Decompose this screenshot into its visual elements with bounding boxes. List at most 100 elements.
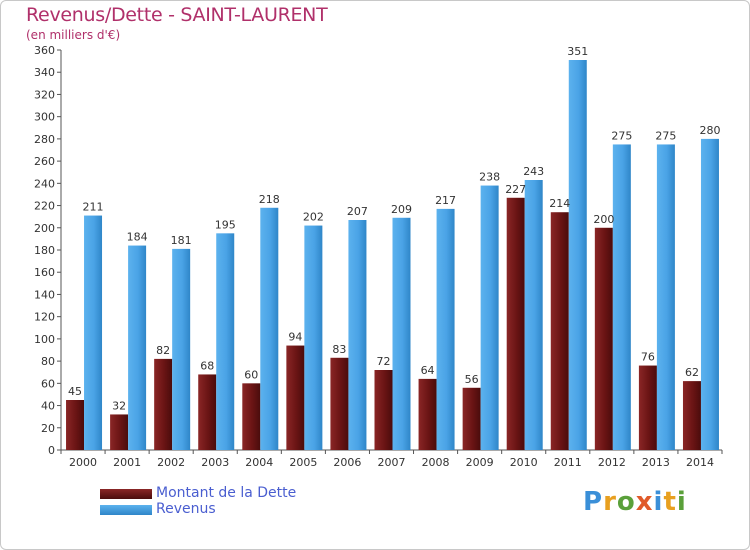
data-label-dette: 83 [332, 343, 346, 356]
data-label-revenus: 217 [435, 194, 456, 207]
data-label-revenus: 209 [391, 203, 412, 216]
bar-dette [330, 357, 349, 450]
data-label-dette: 94 [288, 331, 302, 344]
bar-dette [198, 374, 217, 450]
data-label-dette: 62 [685, 366, 699, 379]
data-label-revenus: 238 [479, 171, 500, 184]
legend-swatch-dette [100, 489, 152, 499]
x-tick-label: 2002 [157, 456, 185, 469]
x-tick-label: 2012 [598, 456, 626, 469]
x-tick-label: 2014 [686, 456, 714, 469]
bar-dette [682, 381, 701, 450]
brand-logo-letter: i [676, 487, 687, 517]
bar-revenus [172, 248, 191, 450]
legend-label-dette: Montant de la Dette [156, 485, 297, 501]
x-tick-label: 2013 [642, 456, 670, 469]
bar-revenus [700, 138, 719, 450]
bar-revenus [260, 207, 279, 450]
data-label-revenus: 351 [567, 45, 588, 58]
data-label-revenus: 280 [699, 124, 720, 137]
chart-bars [66, 60, 719, 451]
data-label-dette: 214 [549, 197, 570, 210]
chart-data-labels: 45 32 82 68 60 94 83 72 64 56 227 214 200 76 62 211 184 1… [68, 45, 720, 412]
bar-revenus [612, 144, 631, 450]
data-label-revenus: 275 [655, 129, 676, 142]
brand-logo-letter: t [663, 487, 677, 517]
data-label-dette: 227 [505, 183, 526, 196]
data-label-dette: 64 [421, 364, 435, 377]
x-tick-label: 2000 [69, 456, 97, 469]
x-tick-label: 2007 [378, 456, 406, 469]
brand-logo: Proxiti [583, 487, 687, 517]
data-label-dette: 72 [377, 355, 391, 368]
y-tick-label: 340 [34, 66, 55, 79]
bar-revenus [480, 185, 499, 451]
y-tick-label: 120 [34, 311, 55, 324]
y-tick-label: 240 [34, 177, 55, 190]
y-tick-label: 280 [34, 133, 55, 146]
data-label-dette: 56 [465, 373, 479, 386]
bar-revenus [304, 225, 323, 450]
data-label-revenus: 184 [127, 231, 148, 244]
bar-dette [154, 358, 173, 450]
brand-logo-letter: o [616, 487, 636, 517]
y-tick-label: 180 [34, 244, 55, 257]
data-label-revenus: 202 [303, 211, 324, 224]
bar-dette [374, 370, 393, 450]
data-label-dette: 68 [200, 359, 214, 372]
bar-dette [418, 378, 437, 450]
y-tick-label: 360 [34, 44, 55, 57]
x-tick-label: 2010 [510, 456, 538, 469]
data-label-revenus: 181 [171, 234, 192, 247]
brand-logo-letter: x [635, 487, 654, 517]
y-tick-label: 60 [41, 377, 55, 390]
bar-dette [550, 212, 569, 450]
bar-revenus [84, 215, 103, 450]
data-label-revenus: 275 [611, 129, 632, 142]
x-tick-label: 2011 [554, 456, 582, 469]
brand-logo-letter: P [583, 487, 604, 517]
x-tick-label: 2008 [422, 456, 450, 469]
y-tick-label: 220 [34, 200, 55, 213]
data-label-dette: 76 [641, 351, 655, 364]
x-tick-label: 2006 [333, 456, 361, 469]
bar-dette [462, 387, 481, 450]
data-label-dette: 82 [156, 344, 170, 357]
chart-subtitle: (en milliers d'€) [26, 28, 121, 42]
brand-logo-letter: r [603, 487, 617, 517]
y-tick-label: 0 [48, 444, 55, 457]
x-tick-label: 2005 [289, 456, 317, 469]
y-tick-label: 300 [34, 111, 55, 124]
data-label-revenus: 218 [259, 193, 280, 206]
x-tick-label: 2009 [466, 456, 494, 469]
data-label-dette: 45 [68, 385, 82, 398]
y-tick-label: 40 [41, 400, 55, 413]
y-tick-label: 80 [41, 355, 55, 368]
y-tick-label: 100 [34, 333, 55, 346]
bar-dette [638, 365, 657, 450]
bar-revenus [524, 180, 543, 450]
data-label-dette: 200 [593, 213, 614, 226]
data-label-revenus: 195 [215, 218, 236, 231]
bar-dette [242, 383, 261, 450]
x-tick-label: 2001 [113, 456, 141, 469]
chart-title: Revenus/Dette - SAINT-LAURENT [26, 4, 328, 26]
brand-logo-letter: i [653, 487, 664, 517]
y-tick-label: 160 [34, 266, 55, 279]
data-label-revenus: 211 [83, 201, 104, 214]
bar-revenus [348, 220, 367, 450]
x-tick-label: 2003 [201, 456, 229, 469]
bar-dette [594, 227, 613, 450]
bar-dette [286, 345, 305, 450]
bar-dette [66, 400, 85, 450]
bar-revenus [568, 60, 587, 450]
data-label-revenus: 207 [347, 205, 368, 218]
bar-revenus [128, 245, 147, 450]
y-tick-label: 140 [34, 288, 55, 301]
bar-revenus [436, 208, 455, 450]
bar-dette [506, 197, 525, 450]
y-tick-label: 260 [34, 155, 55, 168]
chart-axes: 0 20 40 60 80 100 120 140 160 180 200 220 240 260 280 3… [34, 44, 723, 469]
y-tick-label: 200 [34, 222, 55, 235]
